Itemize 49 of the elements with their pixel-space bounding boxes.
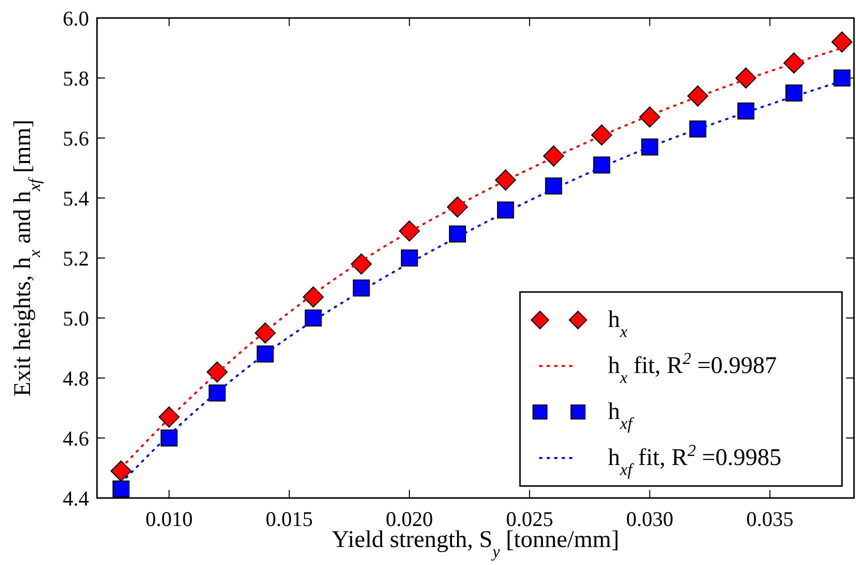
y-tick-label: 5.8: [62, 66, 89, 90]
point: [256, 346, 274, 362]
point: [831, 32, 852, 52]
point: [591, 124, 612, 146]
point: [302, 286, 324, 308]
point: [497, 202, 514, 218]
legend-label: h$_{xf}$ fit, R$^{2}$ =0.9985: [608, 440, 782, 478]
point: [158, 406, 180, 428]
point: [448, 226, 466, 242]
x-tick-label: 0.010: [145, 507, 193, 531]
point: [543, 146, 564, 166]
legend-label: h$_{xf}$: [608, 399, 634, 432]
point: [545, 178, 562, 194]
point: [400, 250, 418, 266]
x-tick-label: 0.030: [626, 507, 674, 531]
point: [160, 430, 178, 446]
legend-label: h$_{x}$ fit, R$^{2}$ =0.9987: [608, 348, 777, 386]
point: [735, 68, 756, 88]
point: [112, 480, 130, 498]
point: [352, 280, 370, 296]
y-tick-label: 6.0: [62, 6, 89, 30]
legend-label: h$_{x}$: [608, 307, 628, 340]
y-tick-label: 4.8: [62, 366, 89, 390]
point: [208, 384, 226, 402]
y-tick-label: 4.6: [62, 426, 89, 450]
point: [304, 310, 322, 326]
point: [785, 84, 802, 102]
point: [110, 460, 132, 482]
point: [446, 196, 468, 218]
point: [593, 156, 610, 174]
point: [206, 362, 228, 382]
x-tick-label: 0.035: [746, 507, 794, 531]
point: [687, 86, 708, 106]
point: [639, 106, 660, 128]
point: [737, 102, 754, 120]
point: [641, 138, 658, 156]
y-tick-label: 5.4: [62, 186, 90, 210]
y-tick-label: 5.6: [62, 126, 89, 150]
point: [495, 170, 516, 190]
point: [350, 254, 372, 274]
y-tick-label: 5.0: [62, 306, 89, 330]
point: [254, 322, 276, 344]
y-tick-label: 5.2: [62, 246, 89, 270]
point: [689, 120, 706, 138]
point: [398, 220, 420, 242]
point: [833, 70, 850, 86]
y-tick-label: 4.4: [62, 486, 90, 510]
x-tick-label: 0.015: [266, 507, 313, 531]
point: [783, 52, 804, 74]
